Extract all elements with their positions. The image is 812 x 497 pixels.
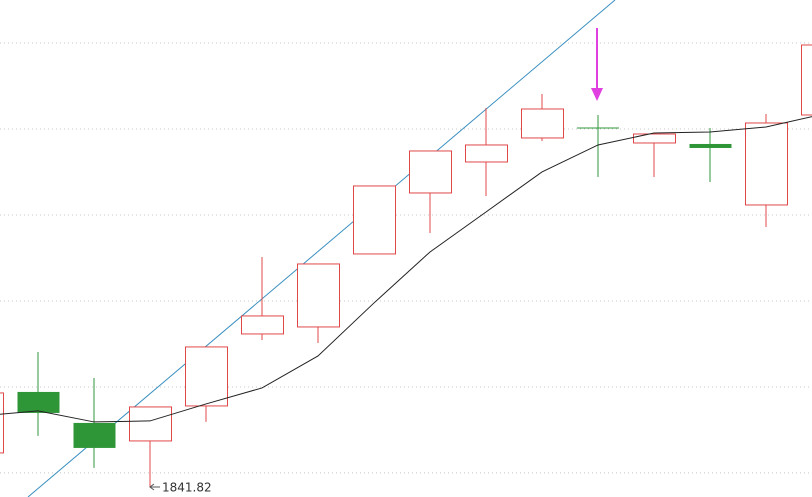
- candle-body: [465, 144, 508, 163]
- candle-body: [689, 143, 732, 148]
- candle-body: [801, 44, 812, 116]
- candle-body: [633, 133, 676, 144]
- candle-body: [297, 263, 340, 328]
- candle-body: [17, 391, 60, 413]
- candle-body: [353, 185, 396, 255]
- trend-line: [27, 0, 616, 497]
- candle-body: [129, 406, 172, 442]
- candle-body: [73, 422, 116, 448]
- candle-body: [745, 122, 788, 206]
- annotation: 1841.82: [162, 480, 212, 494]
- annotation-arrow-head: [149, 483, 155, 491]
- candle-body: [409, 150, 452, 194]
- candle-body: [0, 392, 4, 454]
- marker-arrow: [591, 28, 603, 101]
- moving-average: [0, 116, 812, 423]
- candle-body: [521, 108, 564, 139]
- candle-body: [185, 346, 228, 407]
- candle-body: [241, 315, 284, 335]
